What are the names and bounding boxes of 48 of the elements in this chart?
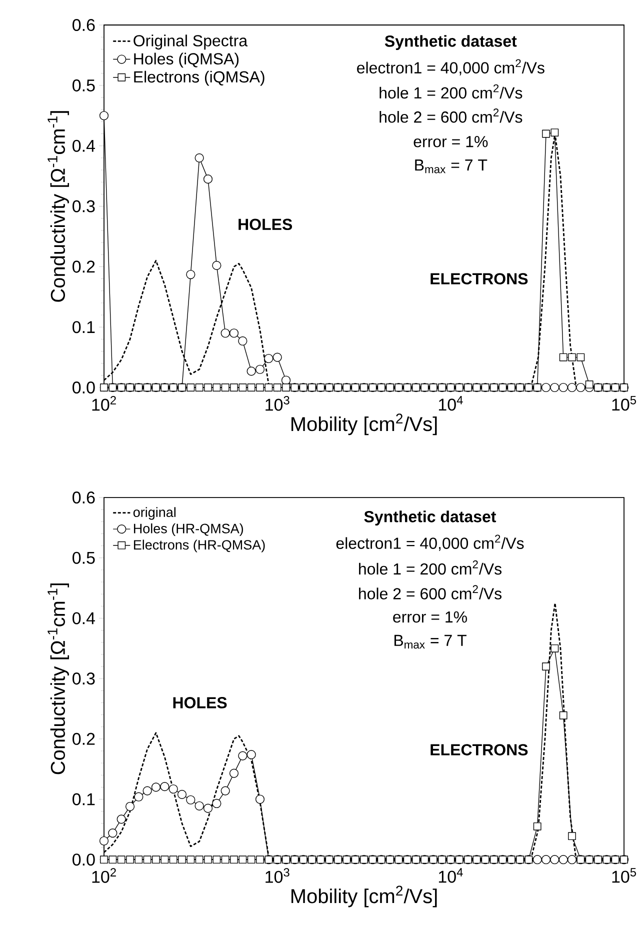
y-tick-label: 0.0 [72, 381, 95, 394]
annotation: hole 1 = 200 cm$^{2}$/Vs [359, 560, 502, 575]
y-axis-title: Conductivity [Ω$^{-1}$cm$^{-1}$] [48, 583, 69, 774]
y-axis-title: Conductivity [Ω$^{-1}$cm$^{-1}$] [48, 111, 69, 302]
y-tick-label: 0.2 [72, 732, 95, 745]
x-tick-label: 10$^{3}$ [266, 396, 290, 411]
y-tick-label: 0.1 [72, 793, 95, 806]
legend-label: Original Spectra [134, 34, 248, 50]
annotation: HOLES [238, 218, 292, 230]
x-tick-label: 10$^{3}$ [266, 868, 290, 883]
annotation: ELECTRONS [430, 744, 528, 756]
legend-label: original [133, 507, 176, 520]
legend-label: Electrons (iQMSA) [134, 70, 264, 86]
y-tick-label: 0.5 [72, 552, 95, 564]
x-tick-label: 10$^{2}$ [92, 396, 116, 411]
x-tick-label: 10$^{5}$ [612, 868, 636, 883]
annotation: electron1 = 40,000 cm$^{2}$/Vs [336, 534, 524, 551]
x-tick-label: 10$^{4}$ [438, 396, 463, 411]
annotation: Synthetic dataset [384, 35, 517, 50]
annotation: electron1 = 40,000 cm$^{2}$/Vs [357, 59, 544, 76]
x-axis-title: Mobility [cm$^{2}$/Vs] [292, 886, 437, 908]
y-tick-label: 0.4 [72, 612, 96, 624]
y-tick-label: 0.1 [72, 321, 95, 334]
x-axis-title: Mobility [cm$^{2}$/Vs] [292, 414, 437, 436]
y-tick-label: 0.6 [72, 491, 95, 504]
legend-label: Electrons (HR-QMSA) [134, 540, 265, 552]
legend-label: Holes (HR-QMSA) [134, 523, 244, 536]
annotation: hole 2 = 600 cm$^{2}$/Vs [380, 108, 522, 123]
x-tick-label: 10$^{2}$ [92, 868, 116, 883]
annotation: hole 2 = 600 cm$^{2}$/Vs [359, 585, 502, 600]
annotation: B$_{max}$ = 7 T [415, 160, 488, 174]
annotation: Synthetic dataset [364, 510, 496, 526]
y-tick-label: 0.5 [72, 79, 95, 92]
y-tick-label: 0.2 [72, 260, 95, 273]
y-tick-label: 0.4 [72, 140, 96, 152]
annotation: ELECTRONS [430, 273, 528, 284]
y-tick-label: 0.3 [72, 200, 95, 212]
legend-label: Holes (iQMSA) [134, 52, 239, 68]
x-tick-label: 10$^{4}$ [438, 868, 463, 883]
y-tick-label: 0.3 [72, 672, 95, 685]
annotation: error = 1% [393, 611, 467, 623]
x-tick-label: 10$^{5}$ [612, 396, 636, 411]
y-tick-label: 0.0 [72, 854, 95, 866]
annotation: HOLES [173, 697, 227, 708]
annotation: B$_{max}$ = 7 T [394, 634, 466, 649]
y-tick-label: 0.6 [72, 18, 95, 32]
annotation: hole 1 = 200 cm$^{2}$/Vs [380, 84, 522, 99]
annotation: error = 1% [414, 136, 488, 148]
